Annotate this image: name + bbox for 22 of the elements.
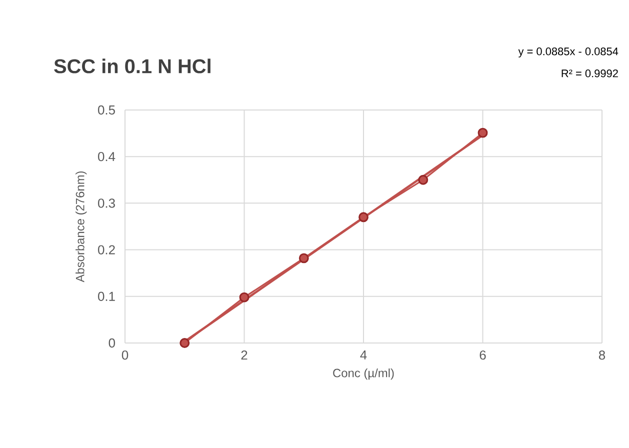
text: y = 0.0885x - 0.0854	[518, 48, 618, 58]
y-axis-title: Absorbance (276nm)	[76, 171, 87, 282]
text: R² = 0.9992	[562, 70, 618, 78]
y-tick-label: 0.4	[98, 152, 116, 162]
point	[180, 338, 190, 348]
y-tick-label: 0	[108, 338, 116, 348]
chart-title: SCC in 0.1 N HCl	[54, 58, 210, 74]
y-tick-label: 0.5	[98, 105, 115, 115]
x-tick-label: 6	[480, 350, 486, 360]
point	[358, 212, 368, 222]
point	[298, 253, 309, 264]
y-tick-label: 0.2	[98, 245, 115, 254]
y-tick-label: 0.3	[98, 198, 115, 208]
point	[418, 174, 428, 185]
y-tick-label: 0.1	[98, 292, 115, 301]
x-tick-label: 2	[241, 350, 248, 360]
point	[478, 128, 488, 138]
x-tick-label: 4	[360, 350, 367, 360]
x-tick-label: 0	[122, 350, 128, 360]
point	[239, 292, 250, 302]
x-axis-title: Conc (µ/ml)	[333, 368, 394, 380]
x-tick-label: 8	[598, 350, 606, 360]
